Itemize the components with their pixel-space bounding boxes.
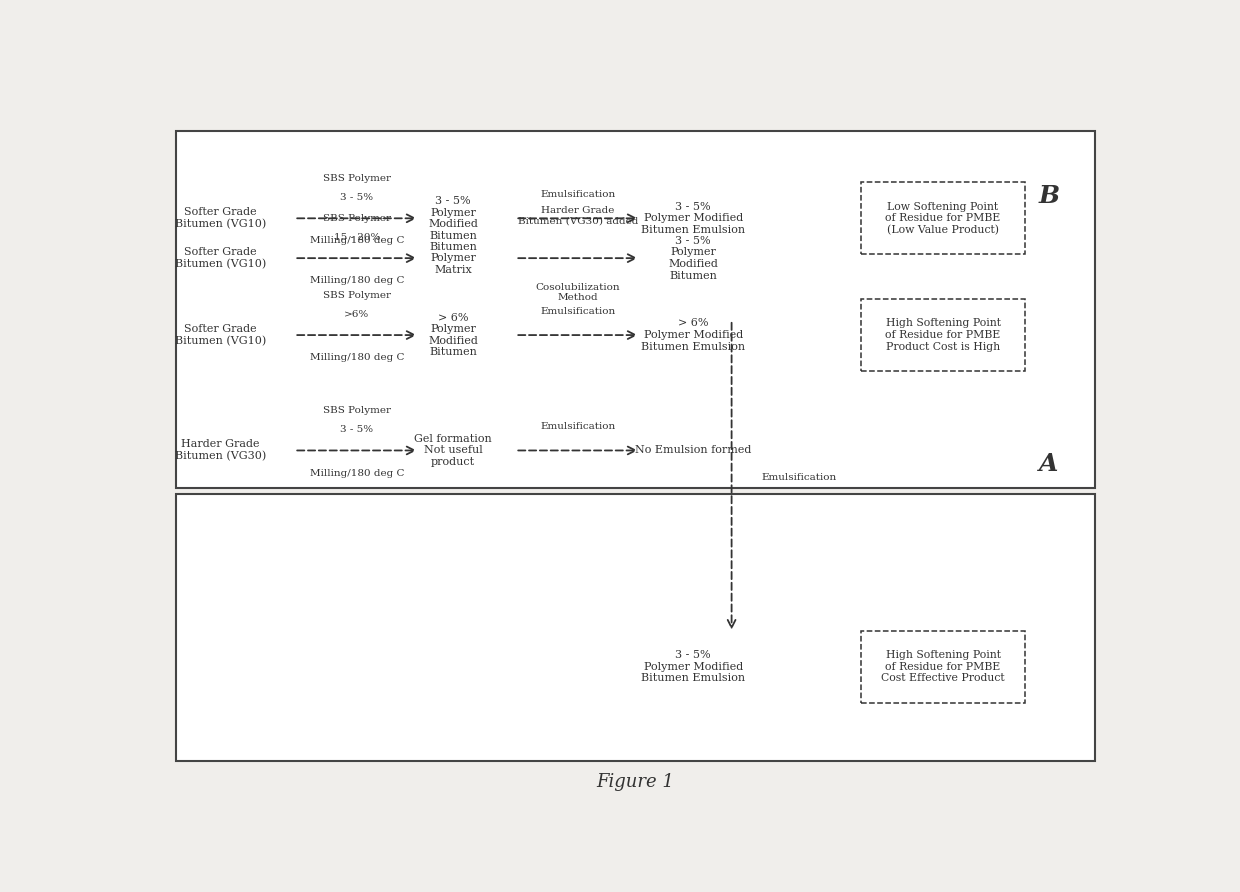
Text: Bitumen
Polymer
Matrix: Bitumen Polymer Matrix [429, 242, 477, 275]
Text: 3 - 5%
Polymer
Modified
Bitumen: 3 - 5% Polymer Modified Bitumen [428, 196, 477, 241]
Text: >6%: >6% [345, 310, 370, 319]
Text: Milling/180 deg C: Milling/180 deg C [310, 236, 404, 245]
Text: > 6%
Polymer Modified
Bitumen Emulsion: > 6% Polymer Modified Bitumen Emulsion [641, 318, 745, 351]
Text: Milling/180 deg C: Milling/180 deg C [310, 468, 404, 477]
Text: Harder Grade
Bitumen (VG30) added: Harder Grade Bitumen (VG30) added [517, 206, 639, 226]
FancyBboxPatch shape [176, 131, 1095, 488]
Text: SBS Polymer: SBS Polymer [322, 291, 391, 300]
Text: Low Softening Point
of Residue for PMBE
(Low Value Product): Low Softening Point of Residue for PMBE … [885, 202, 1001, 235]
Text: Milling/180 deg C: Milling/180 deg C [310, 353, 404, 362]
Text: Emulsification: Emulsification [541, 190, 615, 199]
FancyBboxPatch shape [862, 299, 1024, 371]
Text: A: A [1039, 452, 1059, 476]
Text: High Softening Point
of Residue for PMBE
Product Cost is High: High Softening Point of Residue for PMBE… [885, 318, 1001, 351]
Text: SBS Polymer: SBS Polymer [322, 214, 391, 223]
Text: Emulsification: Emulsification [541, 307, 615, 316]
Text: Emulsification: Emulsification [541, 422, 615, 431]
Text: Cosolubilization
Method: Cosolubilization Method [536, 283, 620, 302]
Text: Figure 1: Figure 1 [596, 772, 675, 790]
Text: Gel formation
Not useful
product: Gel formation Not useful product [414, 434, 492, 467]
Text: 3 - 5%
Polymer
Modified
Bitumen: 3 - 5% Polymer Modified Bitumen [668, 235, 718, 281]
Text: 3 - 5%
Polymer Modified
Bitumen Emulsion: 3 - 5% Polymer Modified Bitumen Emulsion [641, 202, 745, 235]
Text: B: B [1038, 185, 1059, 209]
Text: Milling/180 deg C: Milling/180 deg C [310, 277, 404, 285]
Text: Harder Grade
Bitumen (VG30): Harder Grade Bitumen (VG30) [175, 440, 265, 461]
Text: 3 - 5%
Polymer Modified
Bitumen Emulsion: 3 - 5% Polymer Modified Bitumen Emulsion [641, 650, 745, 683]
Text: SBS Polymer: SBS Polymer [322, 406, 391, 415]
Text: Softer Grade
Bitumen (VG10): Softer Grade Bitumen (VG10) [175, 324, 265, 346]
Text: Emulsification: Emulsification [761, 474, 837, 483]
Text: > 6%
Polymer
Modified
Bitumen: > 6% Polymer Modified Bitumen [428, 313, 477, 358]
Text: SBS Polymer: SBS Polymer [322, 174, 391, 183]
FancyBboxPatch shape [862, 631, 1024, 703]
Text: No Emulsion formed: No Emulsion formed [635, 445, 751, 456]
Text: Softer Grade
Bitumen (VG10): Softer Grade Bitumen (VG10) [175, 207, 265, 229]
FancyBboxPatch shape [176, 494, 1095, 761]
Text: 3 - 5%: 3 - 5% [340, 194, 373, 202]
Text: 15 - 20%: 15 - 20% [334, 233, 379, 242]
Text: Softer Grade
Bitumen (VG10): Softer Grade Bitumen (VG10) [175, 247, 265, 269]
Text: High Softening Point
of Residue for PMBE
Cost Effective Product: High Softening Point of Residue for PMBE… [882, 650, 1004, 683]
Text: 3 - 5%: 3 - 5% [340, 425, 373, 434]
FancyBboxPatch shape [862, 182, 1024, 254]
